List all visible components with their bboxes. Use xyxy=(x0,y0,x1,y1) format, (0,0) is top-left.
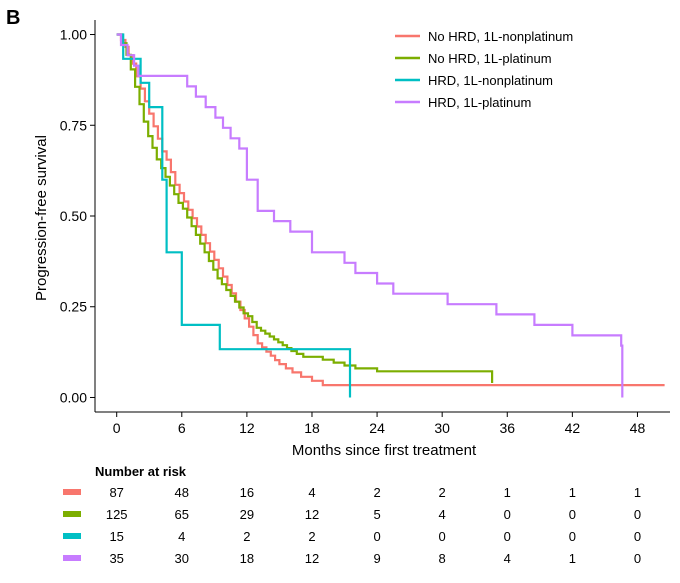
risk-count: 2 xyxy=(439,485,446,500)
risk-count: 12 xyxy=(305,551,319,566)
y-axis-title: Progression-free survival xyxy=(33,135,50,301)
x-tick-label: 48 xyxy=(630,420,646,436)
legend: No HRD, 1L-nonplatinum No HRD, 1L-platinu… xyxy=(395,29,573,110)
x-axis-title: Months since first treatment xyxy=(292,442,477,459)
risk-count: 0 xyxy=(504,507,511,522)
risk-count: 0 xyxy=(634,551,641,566)
risk-count: 1 xyxy=(504,485,511,500)
risk-count: 87 xyxy=(109,485,123,500)
plot-area: 0.00 0.25 0.50 0.75 1.00 0 6 12 18 24 30 36 42 48 xyxy=(60,20,670,436)
risk-count: 4 xyxy=(439,507,446,522)
risk-count: 15 xyxy=(109,529,123,544)
x-tick-label: 24 xyxy=(369,420,385,436)
survival-curve-2 xyxy=(116,33,494,383)
risk-count: 65 xyxy=(175,507,189,522)
risk-count: 29 xyxy=(240,507,254,522)
risk-count: 9 xyxy=(373,551,380,566)
risk-count: 0 xyxy=(373,529,380,544)
legend-label-1: No HRD, 1L-nonplatinum xyxy=(428,29,573,44)
survival-curve-3 xyxy=(116,33,352,398)
risk-count: 0 xyxy=(634,529,641,544)
y-tick-label: 0.75 xyxy=(60,117,87,133)
risk-count: 48 xyxy=(175,485,189,500)
legend-label-4: HRD, 1L-platinum xyxy=(428,95,531,110)
y-tick-label: 0.50 xyxy=(60,208,87,224)
risk-count: 0 xyxy=(569,529,576,544)
x-tick-label: 12 xyxy=(239,420,255,436)
risk-count: 1 xyxy=(569,485,576,500)
risk-count: 0 xyxy=(569,507,576,522)
x-tick-label: 30 xyxy=(434,420,450,436)
risk-table-title: Number at risk xyxy=(95,464,187,479)
legend-label-2: No HRD, 1L-platinum xyxy=(428,51,552,66)
y-tick-label: 1.00 xyxy=(60,27,87,43)
risk-count: 5 xyxy=(373,507,380,522)
risk-count: 0 xyxy=(439,529,446,544)
risk-count: 0 xyxy=(504,529,511,544)
risk-count: 4 xyxy=(178,529,185,544)
x-tick-label: 36 xyxy=(499,420,515,436)
survival-curve-1 xyxy=(116,33,665,387)
risk-count: 18 xyxy=(240,551,254,566)
risk-count: 0 xyxy=(634,507,641,522)
risk-count: 30 xyxy=(175,551,189,566)
survival-curve-4 xyxy=(116,33,624,398)
panel-label: B xyxy=(6,7,20,29)
x-tick-label: 0 xyxy=(113,420,121,436)
risk-count: 125 xyxy=(106,507,128,522)
y-tick-label: 0.00 xyxy=(60,389,87,405)
x-tick-label: 18 xyxy=(304,420,320,436)
risk-count: 1 xyxy=(569,551,576,566)
risk-count: 1 xyxy=(634,485,641,500)
risk-count: 16 xyxy=(240,485,254,500)
risk-count: 2 xyxy=(373,485,380,500)
risk-count: 8 xyxy=(439,551,446,566)
risk-count: 12 xyxy=(305,507,319,522)
x-tick-label: 6 xyxy=(178,420,186,436)
risk-count: 4 xyxy=(504,551,511,566)
legend-label-3: HRD, 1L-nonplatinum xyxy=(428,73,553,88)
risk-count: 2 xyxy=(243,529,250,544)
x-tick-label: 42 xyxy=(565,420,581,436)
y-tick-label: 0.25 xyxy=(60,299,87,315)
risk-count: 35 xyxy=(109,551,123,566)
risk-count: 2 xyxy=(308,529,315,544)
risk-count: 4 xyxy=(308,485,315,500)
